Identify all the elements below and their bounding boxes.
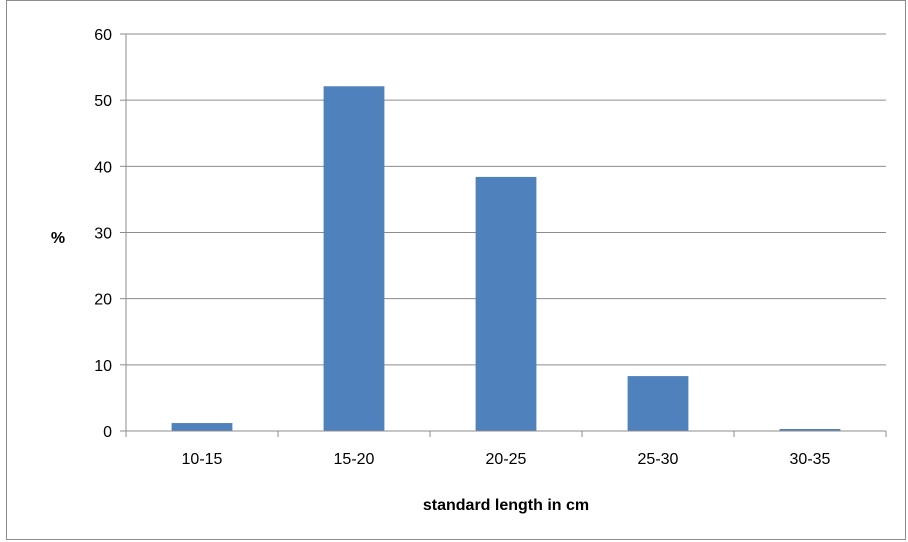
chart-frame: [6, 0, 906, 540]
x-tick-label: 30-35: [790, 451, 831, 468]
x-tick-label: 20-25: [486, 451, 527, 468]
x-tick-label: 10-15: [182, 451, 223, 468]
y-axis-title: %: [51, 230, 65, 247]
bar-30-35: [779, 429, 841, 431]
y-tick-label: 40: [94, 159, 112, 176]
y-tick-label: 60: [94, 27, 112, 44]
x-tick-label: 25-30: [638, 451, 679, 468]
y-tick-label: 10: [94, 358, 112, 375]
y-tick-label: 0: [103, 424, 112, 441]
bar-15-20: [323, 86, 385, 431]
x-axis-title: standard length in cm: [423, 497, 589, 514]
bar-20-25: [475, 176, 537, 431]
bars: [171, 86, 841, 431]
gridlines: [126, 33, 886, 366]
y-tick-label: 30: [94, 226, 112, 243]
bar-25-30: [627, 376, 689, 431]
tick-labels: 0 10 20 30 40 50 60 10-15 15-20 20-25 25-30 30-35: [94, 27, 830, 468]
axes: [120, 33, 887, 437]
y-tick-label: 50: [94, 93, 112, 110]
y-tick-label: 20: [94, 292, 112, 309]
x-tick-label: 15-20: [334, 451, 375, 468]
bar-10-15: [171, 423, 233, 431]
